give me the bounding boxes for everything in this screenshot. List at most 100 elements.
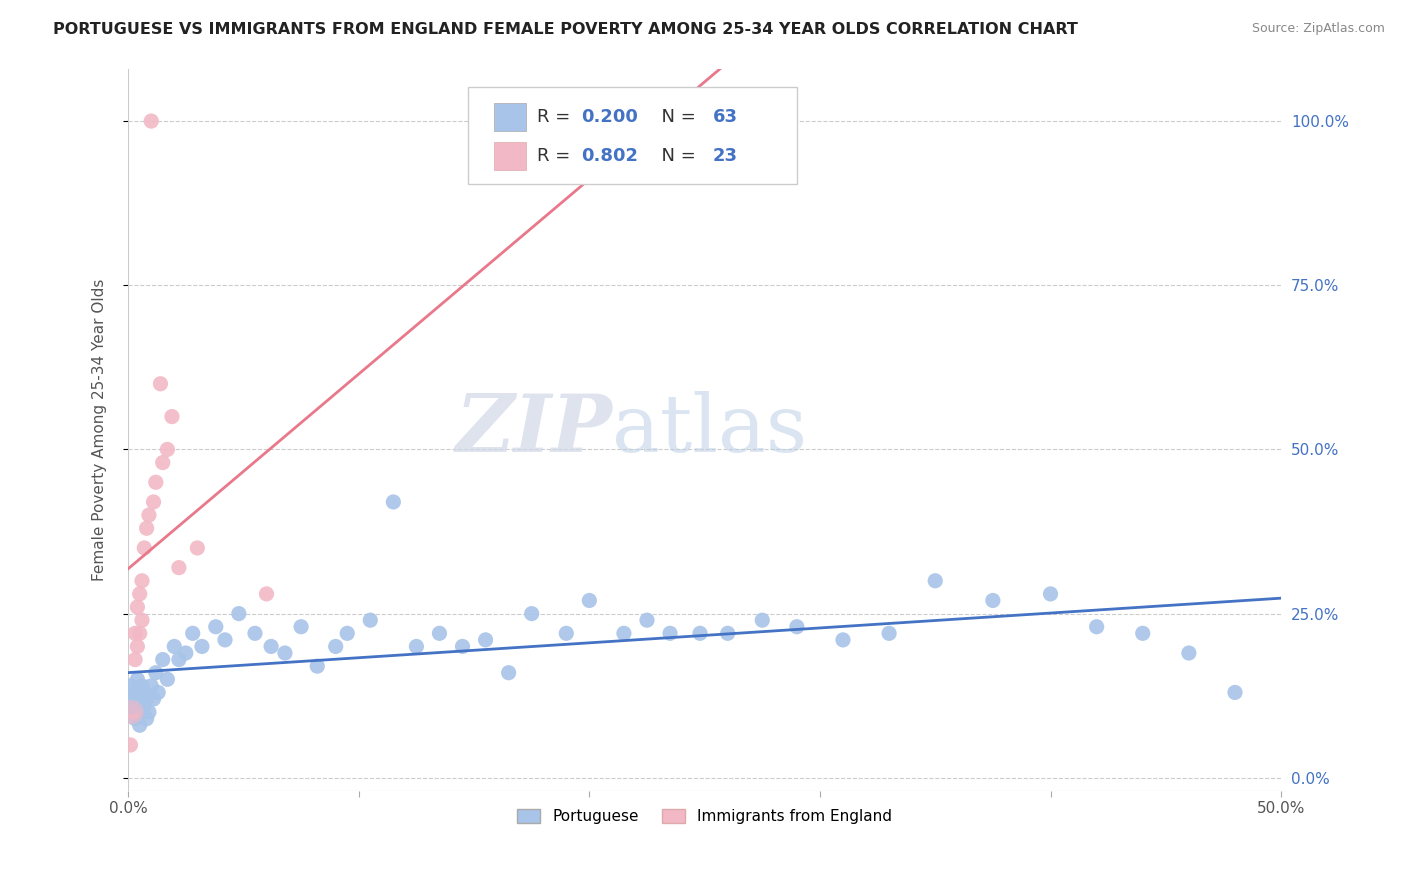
Text: ZIP: ZIP	[456, 391, 613, 468]
Point	[877, 626, 900, 640]
Point	[156, 442, 179, 457]
Point	[578, 593, 600, 607]
Point	[256, 587, 278, 601]
Point	[152, 456, 174, 470]
Point	[174, 646, 197, 660]
Text: 23: 23	[713, 147, 738, 165]
Point	[689, 626, 711, 640]
Point	[186, 541, 208, 555]
Point	[138, 508, 160, 522]
Point	[131, 679, 153, 693]
Point	[163, 640, 186, 654]
Point	[160, 409, 183, 424]
Point	[555, 626, 578, 640]
Point	[924, 574, 946, 588]
Point	[382, 495, 405, 509]
Point	[128, 692, 150, 706]
Point	[134, 541, 156, 555]
Point	[474, 632, 496, 647]
Point	[135, 692, 157, 706]
Legend: Portuguese, Immigrants from England: Portuguese, Immigrants from England	[512, 803, 898, 830]
FancyBboxPatch shape	[494, 103, 526, 131]
Text: 0.200: 0.200	[581, 108, 638, 126]
Point	[127, 600, 149, 615]
Point	[127, 698, 149, 713]
Text: PORTUGUESE VS IMMIGRANTS FROM ENGLAND FEMALE POVERTY AMONG 25-34 YEAR OLDS CORRE: PORTUGUESE VS IMMIGRANTS FROM ENGLAND FE…	[53, 22, 1078, 37]
Point	[981, 593, 1004, 607]
Point	[1223, 685, 1246, 699]
Point	[135, 712, 157, 726]
Point	[429, 626, 451, 640]
Point	[156, 673, 179, 687]
Point	[659, 626, 682, 640]
Point	[228, 607, 250, 621]
Point	[120, 679, 142, 693]
Point	[167, 652, 190, 666]
Point	[135, 521, 157, 535]
Point	[131, 613, 153, 627]
Point	[121, 692, 143, 706]
Point	[191, 640, 214, 654]
Point	[717, 626, 740, 640]
Point	[141, 679, 163, 693]
Point	[832, 632, 855, 647]
Point	[359, 613, 381, 627]
Point	[128, 626, 150, 640]
Point	[120, 738, 142, 752]
Point	[134, 698, 156, 713]
Point	[127, 640, 149, 654]
Point	[274, 646, 297, 660]
Text: 63: 63	[713, 108, 738, 126]
Point	[636, 613, 658, 627]
Point	[260, 640, 283, 654]
Point	[128, 718, 150, 732]
Point	[751, 613, 773, 627]
Text: R =: R =	[537, 147, 576, 165]
Point	[520, 607, 543, 621]
Point	[786, 620, 808, 634]
Text: N =: N =	[651, 147, 702, 165]
Point	[307, 659, 329, 673]
Point	[498, 665, 520, 680]
Point	[451, 640, 474, 654]
Point	[134, 685, 156, 699]
Point	[336, 626, 359, 640]
Point	[149, 376, 172, 391]
Point	[613, 626, 636, 640]
Point	[138, 705, 160, 719]
Point	[405, 640, 427, 654]
Point	[145, 665, 167, 680]
Point	[128, 587, 150, 601]
Text: N =: N =	[651, 108, 702, 126]
Point	[1132, 626, 1154, 640]
Point	[121, 705, 143, 719]
Point	[127, 673, 149, 687]
Point	[1178, 646, 1201, 660]
Text: R =: R =	[537, 108, 576, 126]
Point	[167, 560, 190, 574]
Point	[243, 626, 266, 640]
Point	[181, 626, 204, 640]
Point	[204, 620, 226, 634]
Y-axis label: Female Poverty Among 25-34 Year Olds: Female Poverty Among 25-34 Year Olds	[93, 278, 107, 581]
Point	[131, 574, 153, 588]
Point	[131, 705, 153, 719]
Text: 0.802: 0.802	[581, 147, 638, 165]
Point	[152, 652, 174, 666]
Point	[145, 475, 167, 490]
Point	[121, 692, 143, 706]
Point	[142, 692, 165, 706]
Point	[124, 626, 146, 640]
Point	[146, 685, 169, 699]
Point	[1039, 587, 1062, 601]
Point	[121, 705, 143, 719]
Text: atlas: atlas	[613, 391, 807, 468]
Text: Source: ZipAtlas.com: Source: ZipAtlas.com	[1251, 22, 1385, 36]
Point	[214, 632, 236, 647]
Point	[1085, 620, 1108, 634]
FancyBboxPatch shape	[494, 143, 526, 169]
Point	[325, 640, 347, 654]
Point	[124, 652, 146, 666]
Point	[141, 114, 163, 128]
Point	[124, 685, 146, 699]
